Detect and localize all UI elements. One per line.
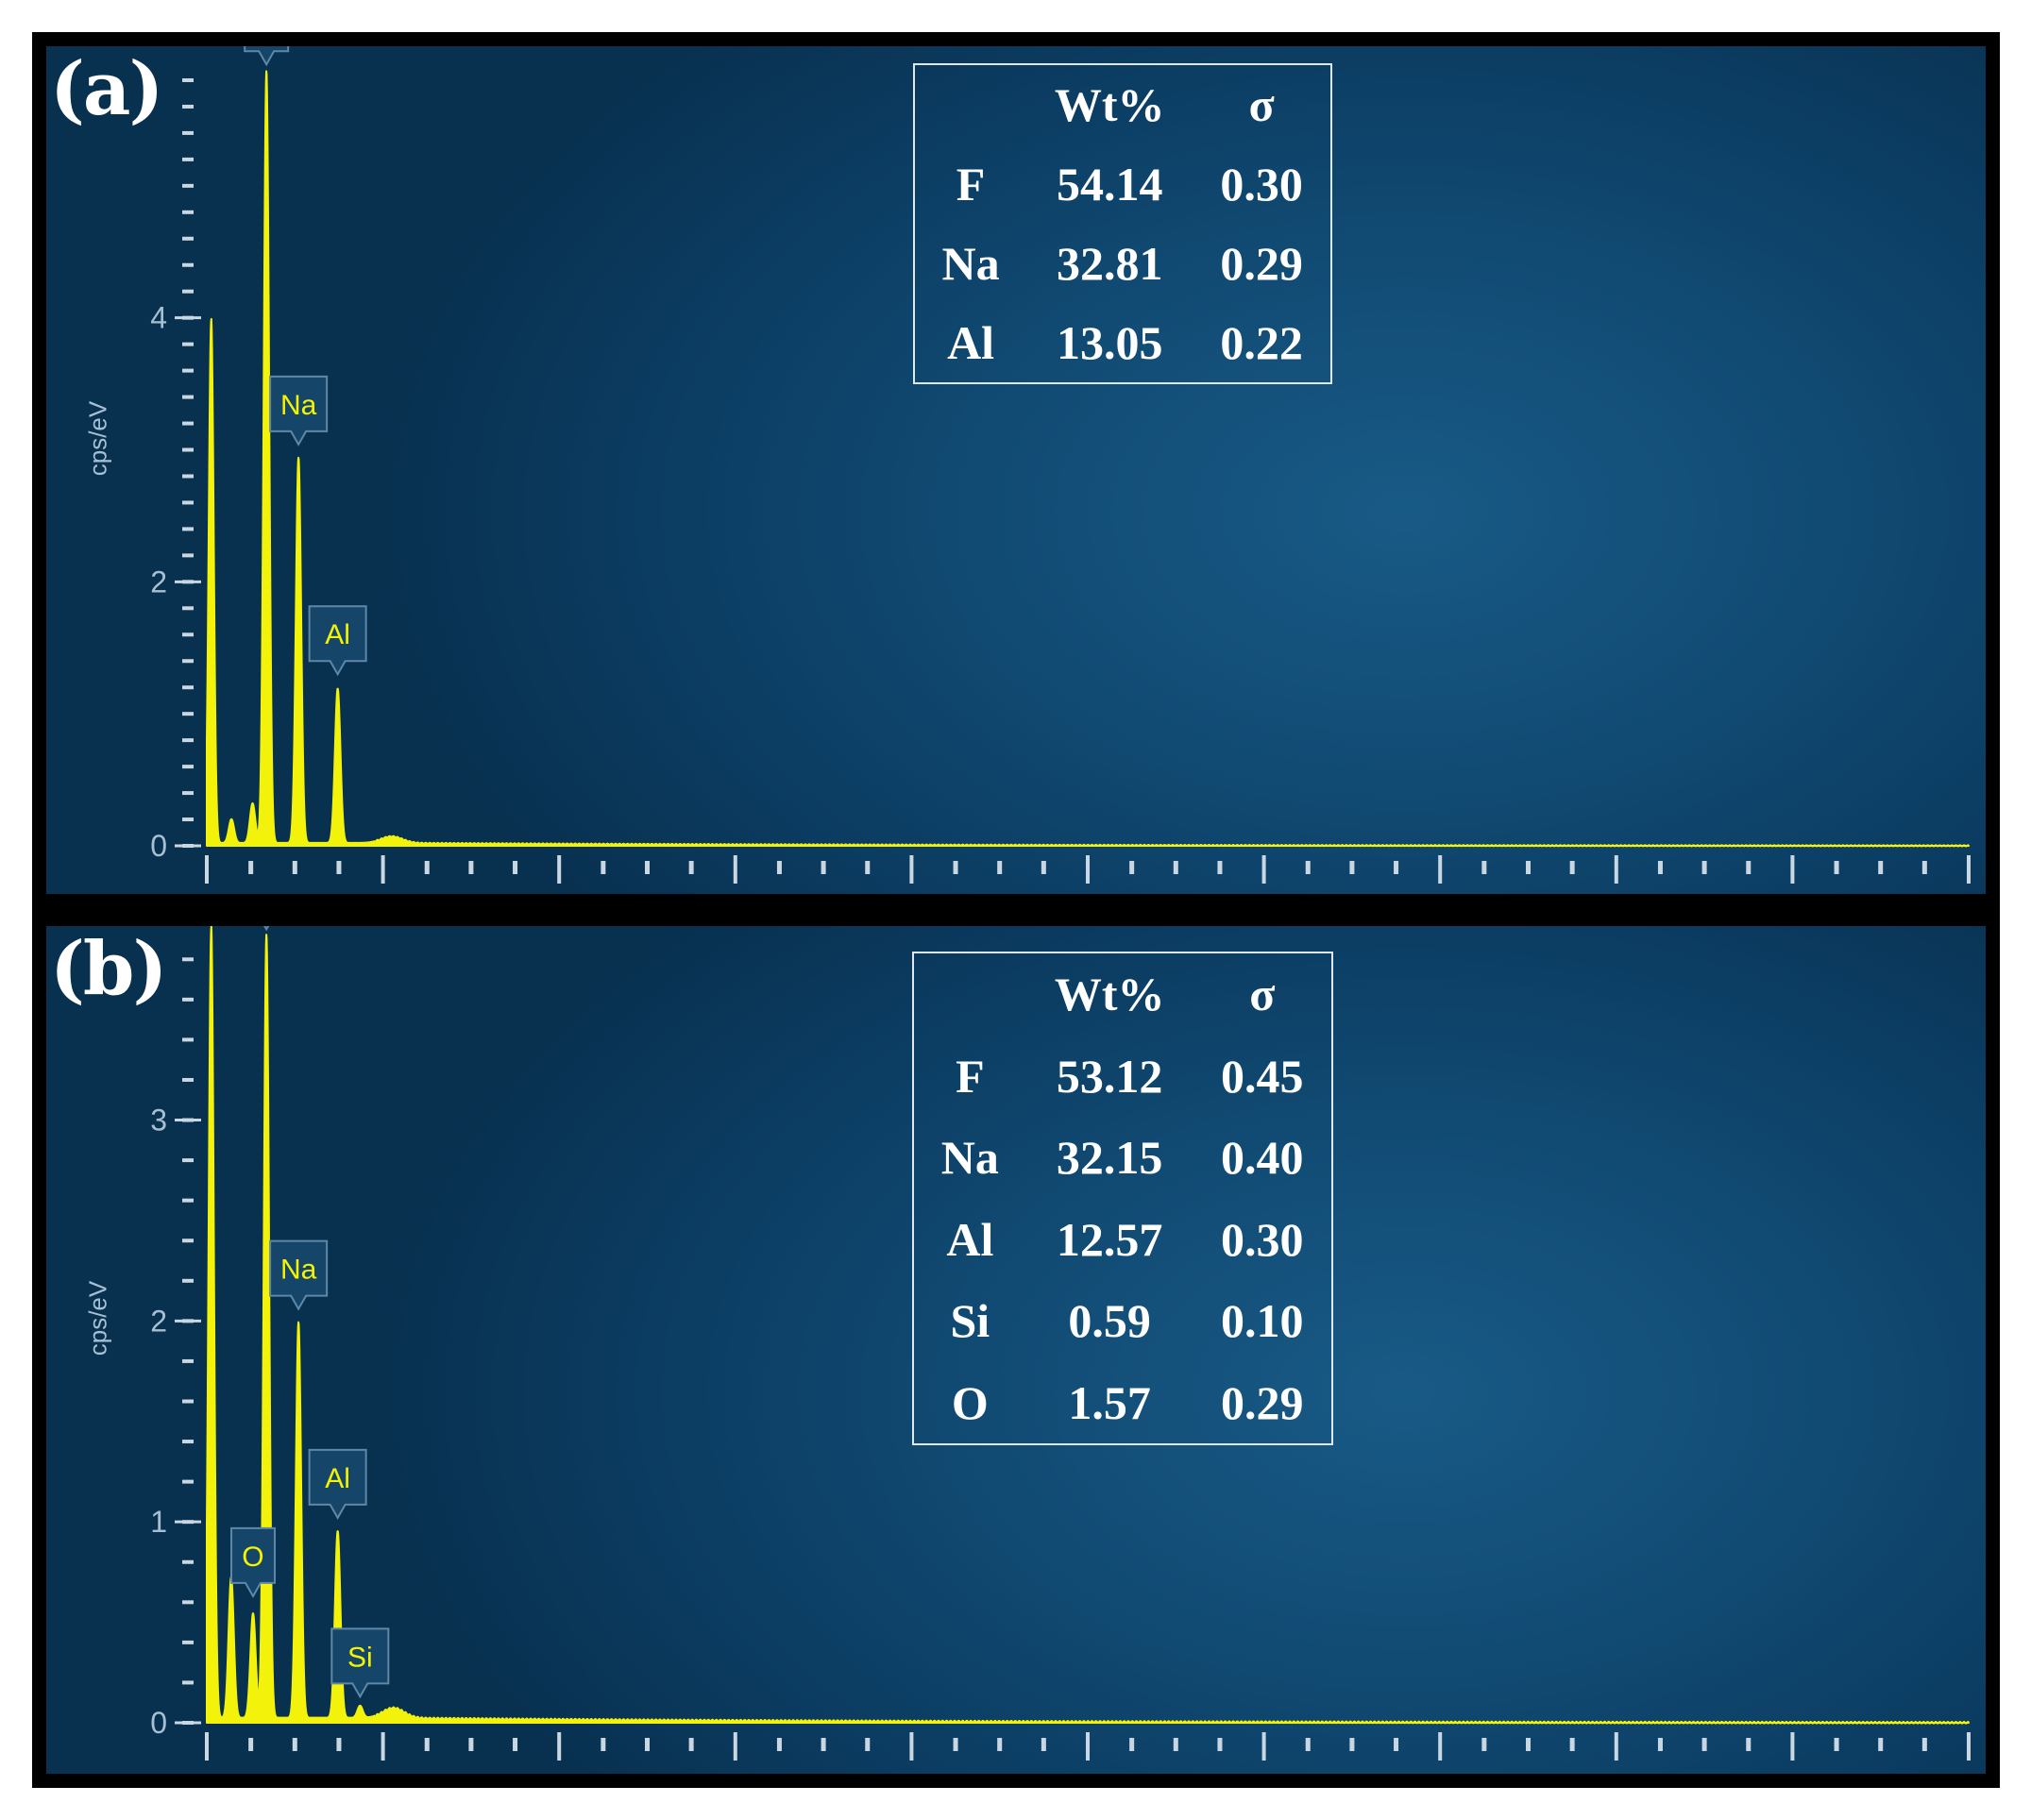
figure: 024024681012141618keVFNaAl (a) cps/eV Wt… xyxy=(32,32,2000,1788)
spectrum-chart-a: 024024681012141618keVFNaAl xyxy=(150,46,1971,884)
table-row: Al 13.05 0.22 xyxy=(914,303,1331,383)
wt-cell: 13.05 xyxy=(1056,315,1163,369)
composition-table-a: Wt% σ F 54.14 0.30 Na 32.81 0.29 Al 13.0… xyxy=(913,63,1332,384)
wt-cell: 54.14 xyxy=(1056,158,1163,211)
peak-label-box xyxy=(244,46,290,67)
sigma-cell: 0.29 xyxy=(1220,236,1303,290)
y-tick-label: 1 xyxy=(150,1505,167,1539)
wt-cell: 53.12 xyxy=(1056,1049,1163,1103)
peak-label-text: O xyxy=(242,1542,263,1573)
table-header-cell: σ xyxy=(1249,968,1276,1021)
element-cell: Al xyxy=(947,315,995,369)
spectrum-series xyxy=(206,70,1970,848)
wt-cell: 1.57 xyxy=(1068,1375,1151,1429)
composition-table-b: Wt% σ F 53.12 0.45 Na 32.15 0.40 Al 12.5… xyxy=(912,952,1333,1445)
table-row: Na 32.81 0.29 xyxy=(914,224,1331,303)
peak-label-box xyxy=(308,605,367,677)
panel-label-b: (b) xyxy=(50,926,167,1012)
peak-label-al: Al xyxy=(308,605,367,677)
sigma-cell: 0.45 xyxy=(1221,1049,1304,1103)
table-row: O 1.57 0.29 xyxy=(913,1361,1332,1444)
table-row: Na 32.15 0.40 xyxy=(913,1117,1332,1198)
table-header-cell xyxy=(913,952,1026,1036)
peak-label-f: F xyxy=(244,46,290,67)
y-tick-label: 0 xyxy=(150,1706,167,1740)
peak-label-text: Na xyxy=(280,1255,317,1286)
element-cell: Al xyxy=(946,1212,994,1266)
table-row: Si 0.59 0.10 xyxy=(913,1280,1332,1361)
y-tick-label: 3 xyxy=(150,1104,167,1138)
peak-label-text: Na xyxy=(280,390,317,421)
panel-a: 024024681012141618keVFNaAl (a) cps/eV Wt… xyxy=(46,46,1986,894)
panel-b: 0123024681012141618keVFNaAlOSi (b) cps/e… xyxy=(46,926,1986,1774)
wt-cell: 0.59 xyxy=(1068,1293,1151,1347)
peak-label-box xyxy=(269,375,329,447)
peak-label-box xyxy=(330,1627,390,1699)
sigma-cell: 0.30 xyxy=(1221,1212,1304,1266)
y-tick-label: 2 xyxy=(150,565,167,598)
table-header-cell: Wt% xyxy=(1054,968,1165,1021)
sigma-cell: 0.22 xyxy=(1220,315,1303,369)
table-row: Al 12.57 0.30 xyxy=(913,1198,1332,1279)
table-header-cell xyxy=(914,64,1026,144)
y-axis-label-b: cps/eV xyxy=(83,1280,112,1357)
y-axis-label-a: cps/eV xyxy=(83,400,112,477)
peak-label-al: Al xyxy=(308,1448,367,1520)
sigma-cell: 0.10 xyxy=(1221,1293,1304,1347)
spectrum-series xyxy=(206,926,1970,1725)
element-cell: Si xyxy=(950,1293,990,1347)
peak-label-box xyxy=(269,1239,329,1311)
peak-label-text: Si xyxy=(347,1642,373,1673)
table-header-cell: Wt% xyxy=(1054,78,1165,132)
peak-label-text: Al xyxy=(325,619,350,650)
peak-label-box xyxy=(308,1448,367,1520)
peak-label-na: Na xyxy=(269,375,329,447)
element-cell: Na xyxy=(941,236,1000,290)
sigma-cell: 0.29 xyxy=(1221,1375,1304,1429)
peak-label-box xyxy=(229,1526,276,1598)
spectrum-chart-b: 0123024681012141618keVFNaAlOSi xyxy=(150,926,1971,1761)
table-header-row: Wt% σ xyxy=(913,952,1332,1036)
panel-label-a: (a) xyxy=(50,46,163,132)
element-cell: F xyxy=(956,1049,985,1103)
table-row: F 53.12 0.45 xyxy=(913,1036,1332,1117)
sigma-cell: 0.30 xyxy=(1220,158,1303,211)
table-header-cell: σ xyxy=(1248,78,1275,132)
element-cell: O xyxy=(951,1375,989,1429)
peak-label-si: Si xyxy=(330,1627,390,1699)
element-cell: Na xyxy=(940,1131,999,1185)
peak-label-f: F xyxy=(263,926,270,932)
sigma-cell: 0.40 xyxy=(1221,1131,1304,1185)
y-tick-label: 0 xyxy=(150,829,167,863)
table-header-row: Wt% σ xyxy=(914,64,1331,144)
peak-label-text: Al xyxy=(325,1463,350,1494)
y-tick-label: 2 xyxy=(150,1304,167,1338)
peak-label-box xyxy=(263,926,270,932)
peak-label-o: O xyxy=(229,1526,276,1598)
element-cell: F xyxy=(956,158,986,211)
wt-cell: 12.57 xyxy=(1056,1212,1163,1266)
wt-cell: 32.81 xyxy=(1056,236,1163,290)
wt-cell: 32.15 xyxy=(1056,1131,1163,1185)
table-row: F 54.14 0.30 xyxy=(914,144,1331,224)
y-tick-label: 4 xyxy=(150,301,167,335)
peak-label-na: Na xyxy=(269,1239,329,1311)
